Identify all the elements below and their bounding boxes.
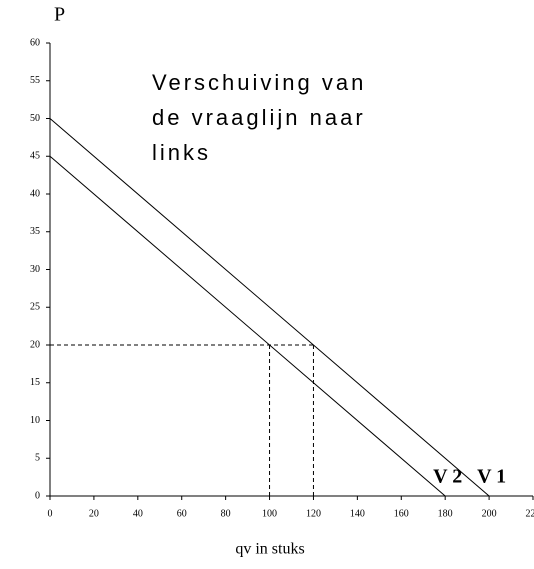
x-tick-label: 100 — [262, 508, 277, 519]
series-label: V 2 — [433, 466, 462, 488]
x-tick-label: 20 — [89, 508, 99, 519]
x-tick-label: 120 — [306, 508, 321, 519]
x-tick-label: 80 — [221, 508, 231, 519]
y-tick-label: 15 — [30, 377, 40, 388]
y-tick-label: 50 — [30, 113, 40, 124]
y-tick-label: 10 — [30, 415, 40, 426]
y-tick-label: 55 — [30, 75, 40, 86]
x-tick-label: 40 — [133, 508, 143, 519]
y-tick-label: 45 — [30, 151, 40, 162]
annotation: de vraaglijn naar — [152, 105, 366, 130]
x-tick-label: 160 — [394, 508, 409, 519]
annotation: links — [152, 140, 211, 165]
y-tick-label: 60 — [30, 37, 40, 48]
x-tick-label: 180 — [438, 508, 453, 519]
annotation: Verschuiving van — [152, 70, 366, 95]
series-label: V 1 — [477, 466, 506, 488]
y-tick-label: 30 — [30, 264, 40, 275]
y-tick-label: 35 — [30, 226, 40, 237]
y-axis-label: P — [54, 4, 65, 26]
x-tick-label: 220 — [526, 508, 534, 519]
x-tick-label: 140 — [350, 508, 365, 519]
y-tick-label: 25 — [30, 302, 40, 313]
x-tick-label: 200 — [482, 508, 497, 519]
demand-line — [49, 118, 490, 497]
y-tick-label: 0 — [35, 490, 40, 501]
y-tick-label: 20 — [30, 339, 40, 350]
x-tick-label: 0 — [48, 508, 53, 519]
x-axis-label: qv in stuks — [235, 541, 304, 558]
y-tick-label: 5 — [35, 453, 40, 464]
x-tick-label: 60 — [177, 508, 187, 519]
y-tick-label: 40 — [30, 188, 40, 199]
demand-line — [49, 155, 446, 497]
